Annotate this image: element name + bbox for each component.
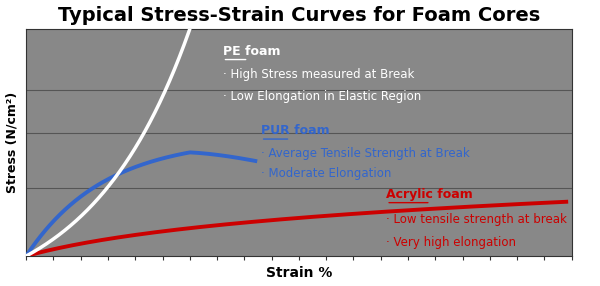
Text: · Low Elongation in Elastic Region: · Low Elongation in Elastic Region [223,90,421,103]
Text: Acrylic foam: Acrylic foam [386,188,473,201]
Text: · Moderate Elongation: · Moderate Elongation [261,167,391,180]
Y-axis label: Stress (N/cm²): Stress (N/cm²) [5,92,19,193]
Text: PE foam: PE foam [223,45,280,58]
Text: · High Stress measured at Break: · High Stress measured at Break [223,67,414,80]
Text: PUR foam: PUR foam [261,124,329,137]
Title: Typical Stress-Strain Curves for Foam Cores: Typical Stress-Strain Curves for Foam Co… [58,5,540,25]
X-axis label: Strain %: Strain % [266,267,332,281]
Text: · Low tensile strength at break: · Low tensile strength at break [386,213,567,226]
Text: · Very high elongation: · Very high elongation [386,236,516,249]
Text: · Average Tensile Strength at Break: · Average Tensile Strength at Break [261,147,469,160]
